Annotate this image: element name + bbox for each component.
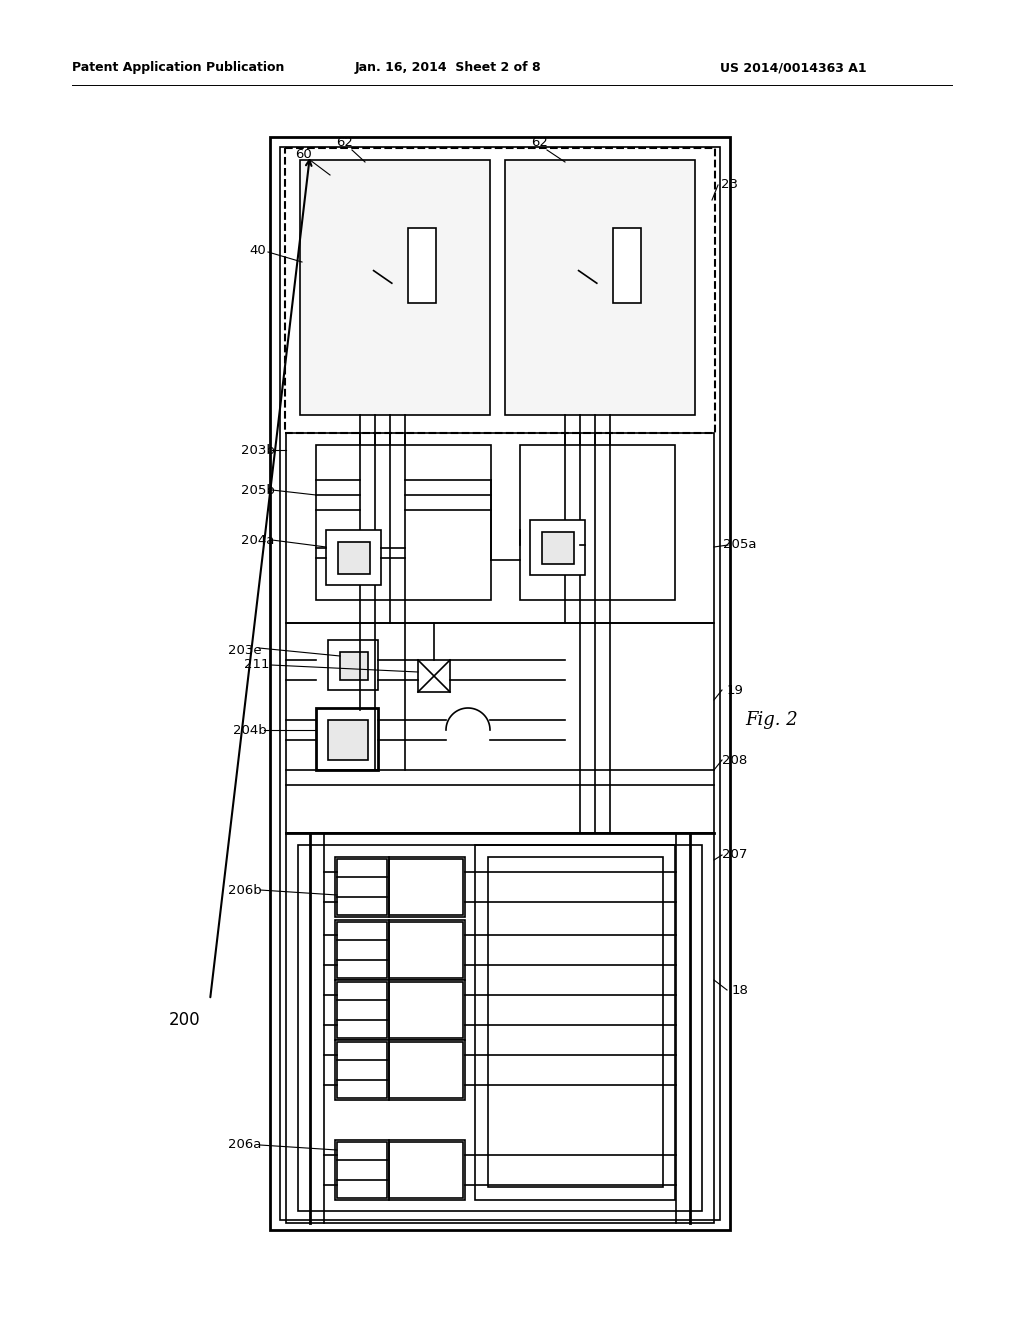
Bar [298,845,702,1210]
Text: 204a: 204a [242,533,274,546]
Text: 204b: 204b [233,723,267,737]
Bar [530,520,585,576]
Text: 203b: 203b [241,444,274,457]
Text: US 2014/0014363 A1: US 2014/0014363 A1 [720,62,866,74]
Bar [326,531,381,585]
Text: 206b: 206b [228,883,262,896]
Bar [389,859,463,915]
Bar [337,1142,387,1199]
Bar [338,543,370,574]
Bar [613,228,641,304]
Text: 200: 200 [169,1011,201,1030]
Bar [316,708,378,770]
Text: 23: 23 [722,178,738,191]
Bar [389,1041,463,1098]
Bar [286,433,714,623]
Bar [335,979,465,1040]
Bar [280,147,720,1220]
Text: 62: 62 [337,136,353,149]
Bar [300,160,490,414]
Bar [286,623,714,833]
Text: 62: 62 [531,136,549,149]
Bar [286,833,714,1224]
Text: 206a: 206a [228,1138,262,1151]
Bar [337,921,387,978]
Bar [389,982,463,1038]
Text: Fig. 2: Fig. 2 [745,711,798,729]
Text: 205a: 205a [723,539,757,552]
Text: 203e: 203e [228,644,262,656]
Bar [542,532,574,564]
Circle shape [365,261,371,268]
Text: 19: 19 [727,684,743,697]
Bar [335,1040,465,1100]
Text: 205b: 205b [241,483,274,496]
Bar [337,1041,387,1098]
Bar [316,445,490,601]
Bar [337,859,387,915]
Bar [270,137,730,1230]
Bar [335,920,465,979]
Bar [340,652,368,680]
Bar [337,982,387,1038]
Text: Patent Application Publication: Patent Application Publication [72,62,285,74]
Bar [285,148,715,433]
Text: Jan. 16, 2014  Sheet 2 of 8: Jan. 16, 2014 Sheet 2 of 8 [355,62,542,74]
Bar [408,228,436,304]
Bar [328,640,378,690]
Text: 60: 60 [296,149,312,161]
Bar [520,445,675,601]
Text: 208: 208 [722,754,748,767]
Bar [335,857,465,917]
Bar [488,857,663,1187]
Text: 211: 211 [245,659,269,672]
Bar [335,1140,465,1200]
Text: 207: 207 [722,849,748,862]
Bar [505,160,695,414]
Bar [475,845,675,1200]
Text: 40: 40 [250,243,266,256]
Bar [389,921,463,978]
Text: 18: 18 [731,983,749,997]
Circle shape [570,261,575,268]
Bar [389,1142,463,1199]
Bar [418,660,450,692]
Bar [328,719,368,760]
